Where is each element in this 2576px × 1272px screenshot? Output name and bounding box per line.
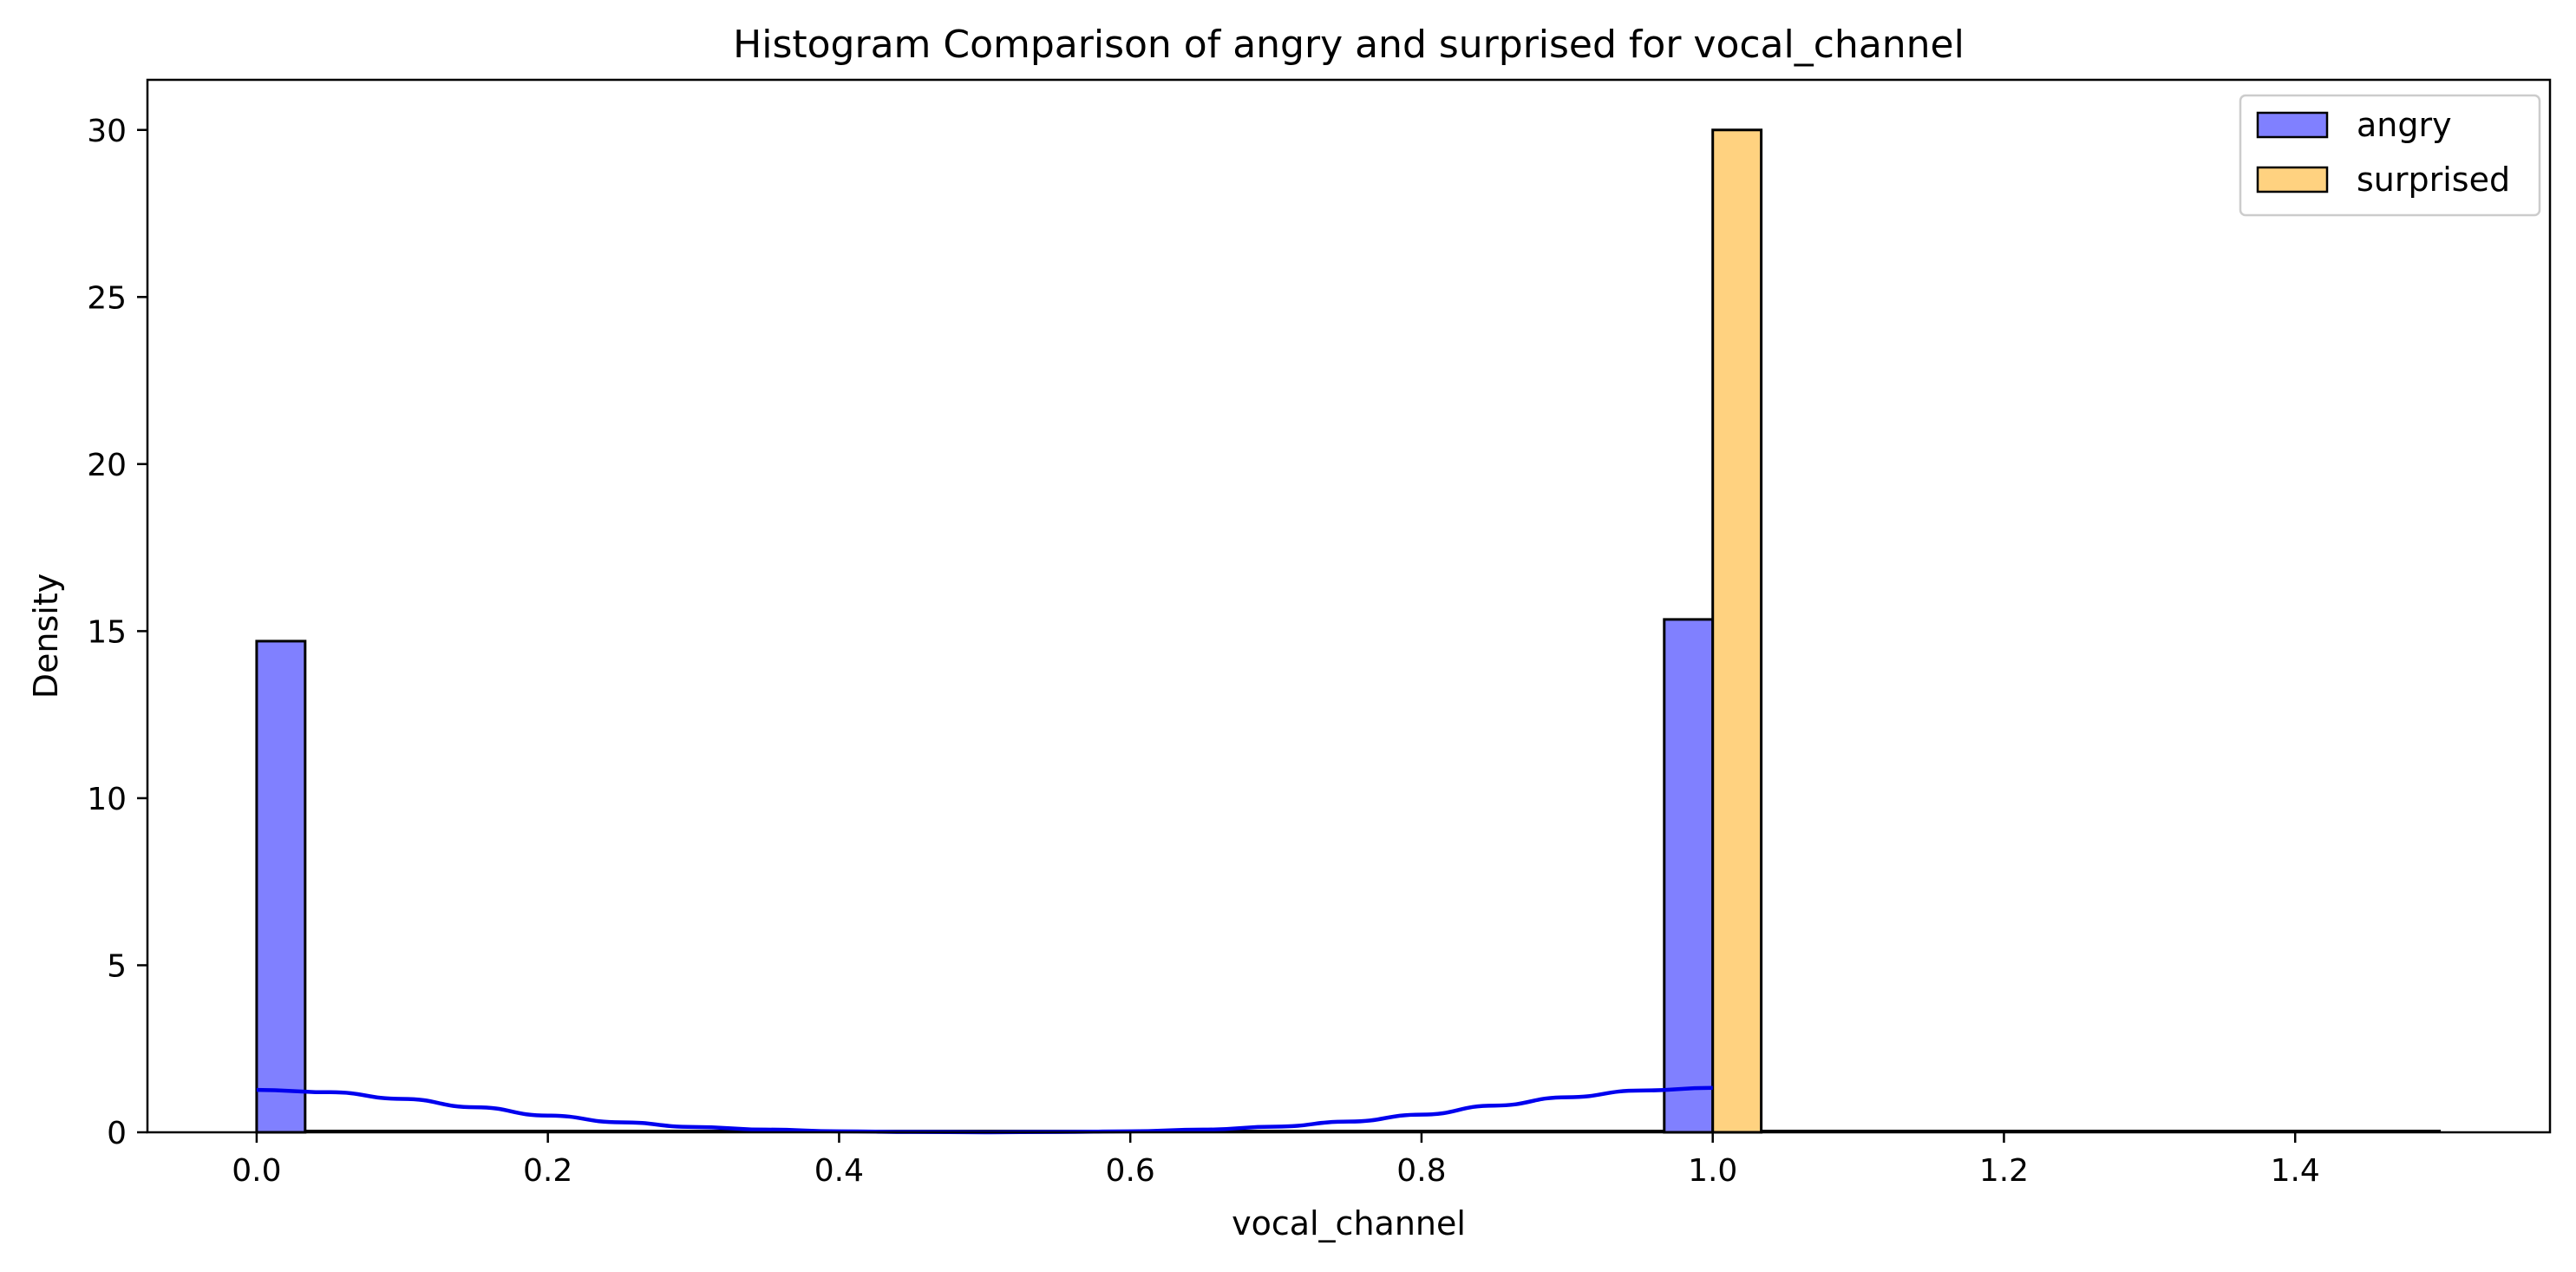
x-tick-label: 0.2: [523, 1153, 572, 1189]
x-tick-label: 0.6: [1106, 1153, 1155, 1189]
bar-angry-0: [255, 639, 307, 1134]
x-tick-label: 0.4: [814, 1153, 864, 1189]
plot-area: [255, 128, 2442, 1135]
y-tick-label: 5: [107, 948, 127, 984]
x-tick-label: 1.0: [1688, 1153, 1737, 1189]
y-tick-label: 20: [87, 448, 127, 483]
x-tick-label: 1.2: [1979, 1153, 2029, 1189]
y-tick-label: 25: [87, 280, 127, 316]
bar-surprised-0: [1711, 128, 1763, 1134]
legend-swatch-surprised: [2256, 166, 2329, 193]
y-axis-label: Density: [27, 574, 65, 698]
x-tick-label: 0.8: [1396, 1153, 1446, 1189]
y-tick-label: 30: [87, 114, 127, 149]
legend-label-surprised: surprised: [2357, 161, 2510, 199]
x-axis-label: vocal_channel: [1232, 1204, 1466, 1242]
x-tick-label: 1.4: [2271, 1153, 2320, 1189]
chart-title: Histogram Comparison of angry and surpri…: [733, 23, 1965, 67]
y-tick-label: 10: [87, 782, 127, 817]
bar-angry-1: [1663, 618, 1715, 1134]
legend: angry surprised: [2239, 94, 2541, 217]
kde-line-angry: [256, 1085, 1713, 1135]
legend-swatch-angry: [2256, 111, 2329, 139]
plot-frame: [146, 78, 2552, 1134]
y-tick-label: 15: [87, 614, 127, 650]
axes: 0.0 0.2 0.4 0.6 0.8 1.0 1.2 1.4 0 5 10 15 20 25 30: [87, 78, 2552, 1189]
x-tick-label: 0.0: [232, 1153, 281, 1189]
y-tick-label: 0: [107, 1116, 127, 1151]
legend-label-angry: angry: [2357, 106, 2452, 144]
